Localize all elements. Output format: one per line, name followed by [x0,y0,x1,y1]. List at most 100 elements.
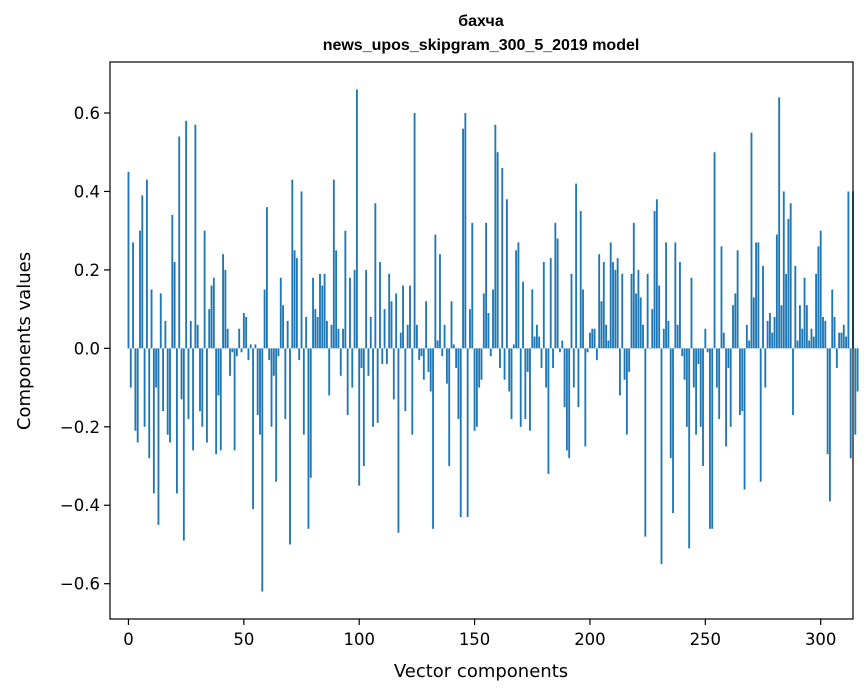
bar [697,348,700,365]
bar [293,250,296,349]
bar [503,348,506,380]
bar [635,293,638,349]
bar [496,152,499,349]
bar [688,348,691,549]
bar [660,348,663,565]
bar [619,348,621,396]
bar [752,297,755,349]
bar [397,348,400,533]
bar [353,269,356,349]
bar [715,348,718,388]
bar [210,285,213,349]
bar [316,316,319,349]
bar [713,152,716,349]
bar [690,277,693,349]
y-tick-label: −0.6 [60,575,100,594]
bar [667,320,670,349]
bar [312,277,314,349]
bar [355,89,358,349]
bar [575,183,578,349]
bar [554,222,557,349]
bar [388,273,391,349]
bar [432,348,434,529]
bar [711,348,714,529]
bar [390,301,393,349]
bar [706,348,709,353]
bar [609,242,612,349]
bar [533,336,536,349]
bar [182,348,185,541]
bar [805,305,808,349]
bar [473,348,476,431]
bar [847,191,850,349]
bar [330,324,333,349]
x-tick-label: 50 [233,630,254,649]
bar [259,348,261,435]
bar [782,191,785,349]
bar [630,273,633,349]
bar [775,234,778,349]
bar [589,332,591,349]
bar [595,348,598,361]
bar [178,136,181,349]
bar [849,348,852,459]
bar [254,344,257,349]
bar [559,348,561,353]
bar [411,348,414,435]
bar [653,211,656,349]
bar [450,301,453,349]
bar [482,293,485,349]
bar [695,348,698,435]
bar [669,348,672,459]
x-axis-ticks: 0 50 100 150 200 250 300 [123,619,836,649]
bar [469,309,471,349]
bar [272,348,275,376]
bar [842,324,845,349]
bar [279,277,282,349]
y-tick-label: 0.6 [74,104,100,123]
bar [369,316,372,349]
chart-subtitle: news_upos_skipgram_300_5_2019 model [323,37,640,54]
bar [685,348,688,427]
bar [794,265,797,349]
bar [169,348,171,443]
bar [217,348,220,396]
bar [309,348,312,478]
y-tick-label: 0.4 [74,182,100,201]
bar [409,285,411,349]
bar [242,313,245,349]
bar [436,340,439,349]
bar [702,348,704,467]
bar [535,324,538,349]
bar [531,289,534,349]
bar [162,348,164,412]
bar [835,348,838,368]
bar [757,242,760,349]
bar [459,348,462,518]
bar [471,222,474,349]
bar [771,332,774,349]
bar [501,167,504,349]
bar [305,316,308,349]
bar [736,250,739,349]
bar [464,112,467,349]
bar [556,238,559,349]
bar [240,348,243,353]
bar [325,320,328,349]
bar [291,179,294,349]
bar [307,348,310,529]
bar [644,348,647,537]
bars-group [127,89,859,592]
bar [335,250,338,349]
bar [692,348,695,388]
bar [512,344,515,349]
bar [856,348,859,392]
bar [785,273,788,349]
bar [402,285,404,349]
bar [676,324,679,349]
x-tick-label: 200 [574,630,606,649]
bar [651,309,654,349]
bar [344,230,347,349]
bar [224,269,227,349]
